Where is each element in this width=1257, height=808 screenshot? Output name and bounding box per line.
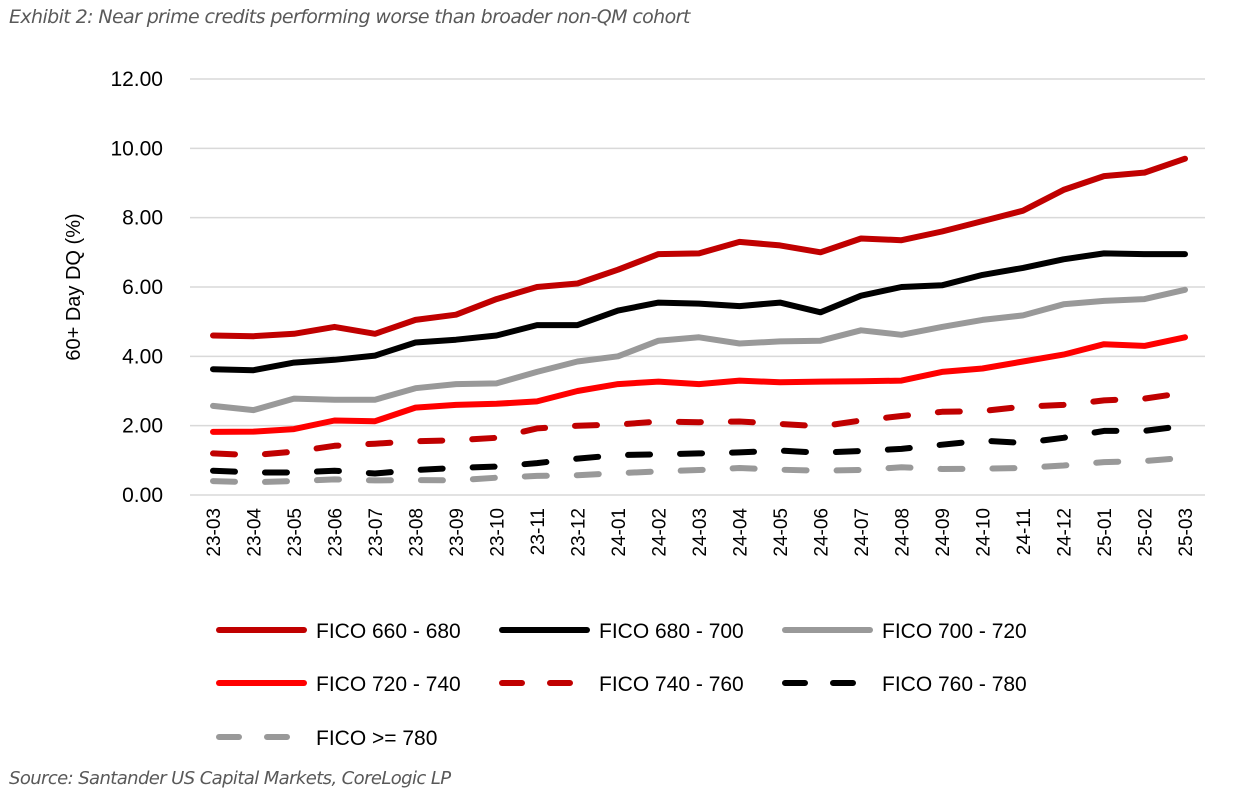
legend-item: FICO 680 - 700: [499, 620, 744, 643]
x-tick-label: 23-06: [326, 508, 347, 557]
x-tick-label: 23-07: [366, 508, 387, 557]
legend-item: FICO >= 780: [216, 727, 437, 750]
x-tick-label: 25-03: [1176, 508, 1197, 557]
legend-label: FICO 700 - 720: [882, 620, 1027, 643]
legend-item: FICO 740 - 760: [499, 673, 744, 696]
y-tick-label: 10.00: [110, 137, 163, 160]
x-tick-label: 23-11: [528, 508, 549, 555]
series-line-5: [210, 422, 1188, 477]
legend-label: FICO 720 - 740: [316, 673, 461, 696]
x-tick-label: 23-08: [407, 508, 428, 557]
x-tick-label: 23-03: [204, 508, 225, 557]
x-tick-label: 24-04: [731, 508, 752, 557]
legend-item: FICO 700 - 720: [782, 620, 1027, 643]
x-tick-label: 24-03: [690, 508, 711, 557]
x-tick-label: 24-07: [852, 508, 873, 557]
x-tick-label: 24-02: [650, 508, 671, 557]
series-line-3: [210, 334, 1188, 435]
y-tick-label: 8.00: [122, 207, 163, 230]
chart-title: Exhibit 2: Near prime credits performing…: [9, 6, 690, 28]
y-tick-label: 4.00: [122, 345, 163, 368]
x-tick-label: 23-05: [285, 508, 306, 557]
legend-item: FICO 720 - 740: [216, 673, 461, 696]
x-tick-label: 24-05: [771, 508, 792, 557]
legend-item: FICO 660 - 680: [216, 620, 461, 643]
series-lines: [210, 155, 1188, 486]
x-tick-label: 24-01: [609, 508, 630, 557]
x-tick-label: 24-10: [974, 508, 995, 557]
x-tick-label: 23-04: [245, 508, 266, 557]
y-tick-label: 6.00: [122, 276, 163, 299]
legend-label: FICO 660 - 680: [316, 620, 461, 643]
x-tick-label: 25-02: [1136, 508, 1157, 557]
legend-label: FICO >= 780: [316, 727, 437, 750]
x-tick-label: 23-10: [488, 508, 509, 557]
y-axis-label: 60+ Day DQ (%): [63, 213, 85, 360]
source-note: Source: Santander US Capital Markets, Co…: [9, 768, 451, 789]
x-tick-label: 23-09: [447, 508, 468, 557]
legend-item: FICO 760 - 780: [782, 673, 1027, 696]
x-tick-label: 24-11: [1014, 508, 1035, 555]
x-tick-label: 24-08: [893, 508, 914, 557]
gridlines: [190, 78, 1205, 496]
legend: FICO 660 - 680 FICO 680 - 700 FICO 700 - 7…: [216, 620, 1027, 750]
legend-label: FICO 760 - 780: [882, 673, 1027, 696]
x-tick-label: 24-06: [812, 508, 833, 557]
y-tick-label: 2.00: [122, 415, 163, 438]
x-tick-label: 24-12: [1055, 508, 1076, 557]
series-line-6: [210, 454, 1188, 486]
legend-label: FICO 740 - 760: [599, 673, 744, 696]
y-tick-label: 12.00: [110, 68, 163, 91]
series-line-2: [210, 286, 1188, 414]
x-tick-label: 24-09: [933, 508, 954, 557]
legend-label: FICO 680 - 700: [599, 620, 744, 643]
x-tick-label: 25-01: [1095, 508, 1116, 557]
y-tick-label: 0.00: [122, 484, 163, 507]
x-tick-label: 23-12: [569, 508, 590, 557]
series-line-1: [210, 250, 1188, 374]
y-axis-ticks: 0.00 2.00 4.00 6.00 8.00 10.00 12.00: [110, 68, 163, 507]
x-axis-ticks: 23-03 23-04 23-05 23-06 23-07 23-08 23-09 23-10…: [204, 508, 1197, 557]
